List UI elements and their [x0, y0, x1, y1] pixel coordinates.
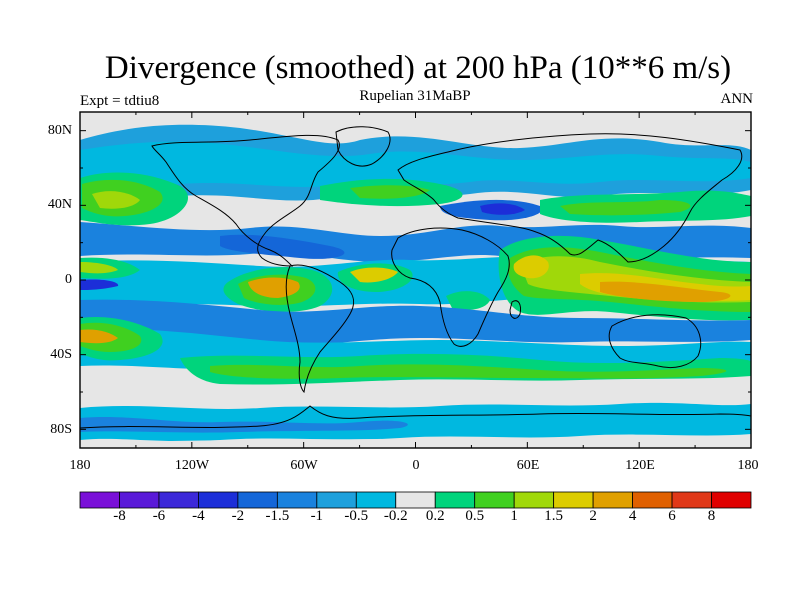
contour-lime-asia	[560, 200, 691, 216]
contour-green-s-africa	[446, 291, 490, 310]
colorbar-swatch	[592, 491, 633, 509]
coast-australia	[608, 314, 702, 369]
colorbar-swatch	[355, 491, 397, 509]
lat-label-80n: 80N	[47, 123, 72, 138]
coastlines	[80, 126, 751, 429]
coast-north-america	[151, 134, 340, 267]
colorbar-label: 1	[510, 508, 518, 524]
contour-orange-s-pacific	[80, 329, 118, 344]
lat-label-0: 0	[65, 272, 72, 287]
contour-navy-equator-pacific	[80, 279, 119, 290]
plot-title: Divergence (smoothed) at 200 hPa (10**6 …	[104, 50, 732, 86]
colorbar-label: -6	[152, 508, 166, 524]
contour-lime-n-atlantic	[350, 185, 430, 199]
lon-label-180e: 180	[737, 458, 759, 473]
colorbar-swatch	[632, 491, 673, 509]
colorbar-label: -4	[192, 508, 205, 524]
coast-madagascar	[509, 300, 521, 319]
plot-subtitle: Rupelian 31MaBP	[359, 88, 471, 104]
colorbar-swatch	[316, 491, 357, 509]
lon-label-180w: 180	[69, 458, 91, 473]
contour-cyan-north	[80, 141, 751, 187]
lat-label-40s: 40S	[50, 347, 72, 362]
contour-field	[80, 112, 751, 448]
colorbar-swatch	[395, 491, 436, 509]
lon-label-60e: 60E	[516, 458, 540, 473]
colorbar-label: -1	[310, 508, 324, 524]
colorbar-label: -8	[113, 508, 126, 524]
colorbar-label: 0.2	[425, 508, 445, 524]
experiment-label: Expt = tdtiu8	[80, 93, 160, 109]
contour-blue-antarctic	[80, 417, 408, 433]
axis-ticks	[79, 112, 752, 448]
lon-label-120w: 120W	[174, 458, 210, 473]
coast-greenland	[335, 126, 391, 167]
colorbar-swatch	[237, 491, 278, 509]
colorbar-swatch	[198, 491, 239, 509]
coast-south-america	[285, 264, 355, 394]
colorbar-label: 1.5	[544, 508, 564, 524]
colorbar-label: 8	[707, 508, 716, 524]
colorbar	[79, 491, 752, 509]
coast-antarctica	[80, 405, 751, 429]
colorbar-swatch	[711, 491, 752, 509]
colorbar-label: 4	[628, 508, 637, 524]
colorbar-label: 0.5	[465, 508, 485, 524]
colorbar-swatch	[434, 491, 476, 509]
contour-orange-indian	[600, 281, 731, 302]
colorbar-label: 6	[668, 508, 676, 524]
contour-yellowgreen-n-pacific	[92, 191, 140, 209]
lat-label-40n: 40N	[47, 197, 72, 212]
colorbar-swatch	[553, 491, 594, 509]
colorbar-label: -1.5	[265, 508, 290, 524]
contour-lime-s-midlat	[210, 364, 727, 379]
colorbar-label: -2	[231, 508, 245, 524]
colorbar-label: 2	[589, 508, 597, 524]
coast-africa	[391, 227, 510, 347]
lon-label-120e: 120E	[625, 458, 655, 473]
colorbar-swatch	[513, 491, 555, 509]
contour-yellow-arabia	[513, 255, 549, 279]
colorbar-label: -0.2	[383, 508, 408, 524]
contour-yellow-africa	[350, 267, 398, 283]
colorbar-swatch	[119, 491, 160, 509]
lon-label-60w: 60W	[290, 458, 318, 473]
colorbar-swatch	[158, 491, 199, 509]
colorbar-label: -0.5	[344, 508, 369, 524]
colorbar-swatch	[671, 491, 712, 509]
colorbar-swatch	[474, 491, 515, 509]
lon-label-0: 0	[412, 458, 420, 473]
contour-yellowgreen-equator-pacific	[80, 262, 118, 274]
colorbar-swatch	[79, 491, 120, 509]
contour-blue-south	[80, 299, 751, 347]
lat-label-80s: 80S	[50, 422, 72, 437]
contour-navy-mediterranean	[480, 203, 525, 215]
coast-eurasia	[397, 133, 743, 263]
colorbar-swatch	[276, 491, 318, 509]
season-label: ANN	[720, 91, 754, 107]
contour-darkblue-subtrop-n	[220, 234, 345, 259]
